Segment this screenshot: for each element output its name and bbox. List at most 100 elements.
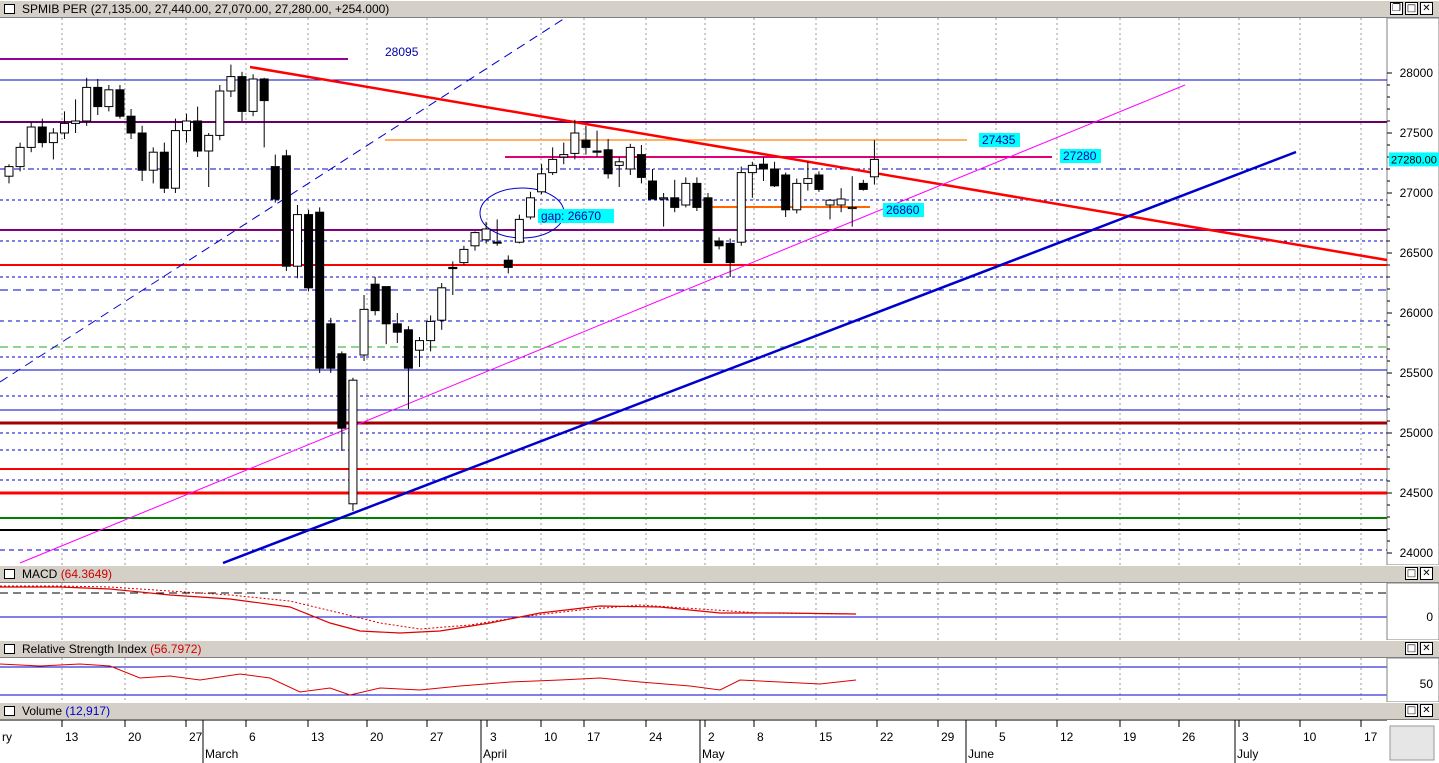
maximize-icon[interactable]: □ [1405,704,1418,717]
candle [182,113,192,143]
candle [26,122,36,153]
panel-selector-icon[interactable] [4,4,15,14]
candle-body [792,182,802,211]
maximize-icon[interactable]: □ [1405,567,1418,580]
close-icon[interactable]: ✕ [1420,642,1433,655]
month-label: April [483,747,507,761]
candle-body [614,161,624,166]
candle [370,277,380,316]
candle [248,74,258,117]
restore-icon[interactable]: ❐ [1390,2,1403,15]
candle-body [570,132,580,154]
x-tick-label: 20 [128,730,142,744]
close-icon[interactable]: ✕ [1420,704,1433,717]
maximize-icon[interactable]: □ [1405,2,1418,15]
channel-trendline [19,84,1186,564]
candle-body [126,115,136,134]
candle-body [215,90,225,136]
candle-body [415,340,425,351]
price-chart[interactable]: 28095 27435 27280 26860 gap: 26670 24000 24500… [0,18,1439,565]
candle-body [537,173,547,193]
macd-chart: 0 [0,583,1439,640]
candle [648,169,658,200]
x-tick-label: 29 [941,730,955,744]
rsi-name: Relative Strength Index [22,642,147,656]
x-tick-label: 19 [1123,730,1137,744]
candle [481,221,491,244]
close-icon[interactable]: ✕ [1420,567,1433,580]
macd-axis [1386,583,1439,640]
candle [381,286,391,345]
candle [15,142,25,172]
candle-body [370,283,380,312]
y-tick-label: 25000 [1400,426,1434,440]
candle [170,118,180,193]
plot-background [0,18,1387,565]
y-tick-label: 26500 [1400,246,1434,260]
x-tick-label: 3 [490,730,497,744]
candle-body [392,323,402,333]
y-tick-label: 24500 [1400,486,1434,500]
label-27280-bg [1060,149,1101,163]
candle-body [847,206,857,210]
panel-selector-icon[interactable] [4,569,15,579]
candle [670,179,680,213]
y-tick-label: 24000 [1400,546,1434,560]
y-tick-label: 28000 [1400,66,1434,80]
candle [537,164,547,195]
candle-body [48,132,58,144]
label-gap: gap: 26670 [541,209,601,223]
candle-body [592,150,602,153]
candle-body [270,166,280,200]
candle [104,85,114,112]
candle [115,85,125,119]
x-tick-label: 8 [757,730,764,744]
x-tick-label: 20 [370,730,384,744]
candle [592,130,602,157]
candle [514,214,524,244]
panel-selector-icon[interactable] [4,644,15,654]
y-tick-label: 27000 [1400,186,1434,200]
candle [392,313,402,343]
label-28095: 28095 [385,45,419,59]
maximize-icon[interactable]: □ [1405,642,1418,655]
close-icon[interactable]: ✕ [1420,2,1433,15]
panel-selector-icon[interactable] [4,706,15,716]
candle [603,139,613,179]
candle-body [37,126,47,144]
candle [281,149,291,271]
candle [348,377,358,511]
candle-body [858,182,868,190]
candle [4,164,14,184]
candle [448,261,458,295]
candle-body [725,242,735,264]
candle [193,106,203,157]
label-26860-bg [883,203,924,217]
candle-body [204,134,214,152]
y-tick-label: 25500 [1400,366,1434,380]
candle-body [292,214,302,267]
macd-signal-line [0,585,857,630]
candle [548,147,558,175]
candle-body [803,178,813,184]
candle-body [326,323,336,369]
candle [703,193,713,264]
candle-body [137,132,147,171]
candle-body [248,78,258,112]
candle [415,337,425,367]
candle-body [758,163,768,170]
rsi-axis [1386,658,1439,702]
candle-body [15,146,25,168]
candle-body [869,158,879,178]
candle-body [548,158,558,174]
candle [148,147,158,184]
macd-name: MACD [22,567,58,581]
candle-body [71,120,81,124]
candle-body [159,151,169,189]
price-header-label: SPMIB PER (27,135.00, 27,440.00, 27,070.… [22,2,389,16]
candle [636,145,646,184]
candle-body [82,86,92,122]
candle [226,64,236,97]
candle [770,161,780,187]
candle-body [492,241,502,244]
